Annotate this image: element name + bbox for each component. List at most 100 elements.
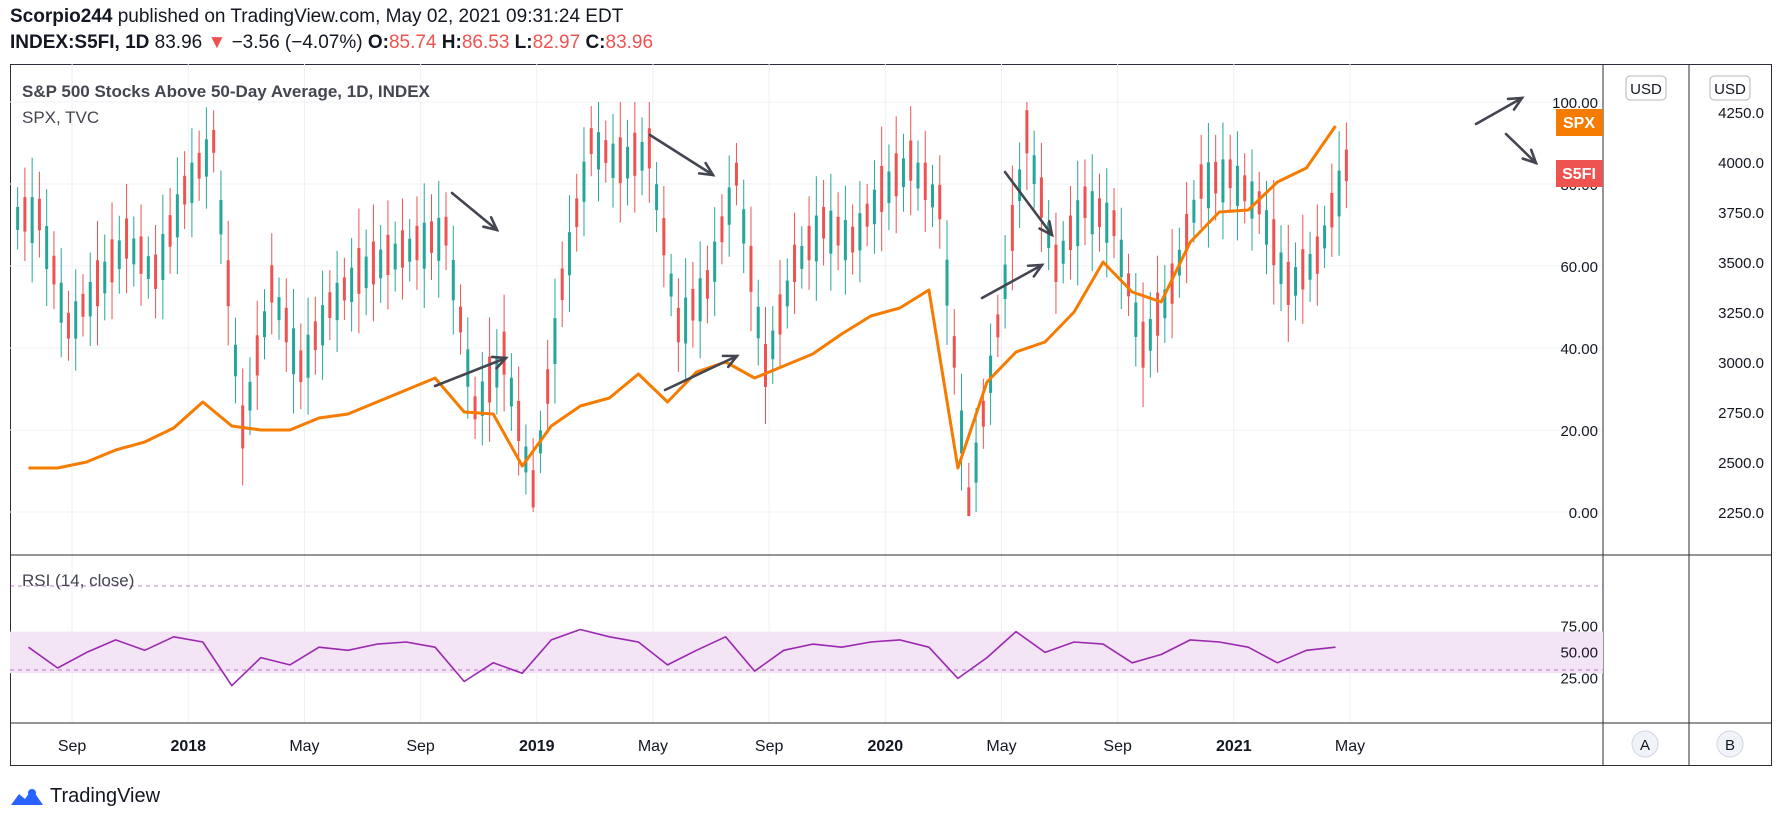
s5fi-candle (945, 259, 949, 306)
rsi-tick: 25.00 (1560, 670, 1598, 687)
s5fi-candle (66, 312, 70, 339)
s5fi-candle (1083, 186, 1087, 219)
s5fi-candle (756, 306, 760, 339)
s5fi-candle (1330, 193, 1334, 228)
drawing-arrow (663, 354, 739, 392)
s5fi-candle (509, 377, 513, 407)
s5fi-candle (45, 226, 49, 270)
s5fi-candle (546, 369, 550, 404)
rsi-scale: 75.00 50.00 25.00 (1560, 618, 1598, 687)
close-value: 83.96 (605, 32, 654, 53)
author-name[interactable]: Scorpio244 (10, 6, 113, 27)
s5fi-candle (742, 209, 746, 244)
s5fi-candle (502, 331, 506, 375)
s5fi-candle (292, 328, 296, 375)
s5fi-candle (793, 244, 797, 282)
s5fi-candle (938, 184, 942, 220)
s5fi-candle (1047, 222, 1051, 248)
s5fi-candle (335, 282, 339, 321)
s5fi-candle (400, 230, 404, 268)
s5fi-candle (132, 238, 136, 265)
s5fi-candle (829, 210, 833, 254)
s5fi-candle (1076, 200, 1080, 247)
spx-scale: 4250.0 4000.0 3750.0 3500.0 3250.0 3000.0 2750… (1718, 105, 1764, 522)
s5fi-candle (749, 245, 753, 292)
s5fi-candle (582, 161, 586, 202)
s5fi-candle (364, 256, 368, 289)
s5fi-candle (1156, 292, 1160, 336)
s5fi-candle (1214, 161, 1218, 194)
s5fi-candle (233, 344, 237, 377)
x-tick: Sep (1103, 738, 1132, 755)
s5fi-candle (843, 220, 847, 261)
x-tick: 2019 (519, 738, 555, 755)
s5fi-candle (466, 349, 470, 387)
s5fi-candle (1090, 191, 1094, 235)
scale-b-button[interactable]: B (1716, 730, 1744, 758)
s5fi-candle (1119, 239, 1123, 278)
tradingview-name: TradingView (50, 784, 161, 807)
s5fi-candle (1105, 202, 1109, 243)
s5fi-candle (299, 350, 303, 383)
s5fi-candle (662, 218, 666, 256)
high-value: 86.53 (461, 32, 510, 53)
s5fi-candle (952, 336, 956, 368)
s5fi-candle (183, 175, 187, 205)
scale-a-button[interactable]: A (1631, 730, 1659, 758)
overlay-legend: SPX, TVC (22, 108, 99, 127)
s5fi-candle (357, 247, 361, 294)
drawing-arrow (648, 133, 715, 177)
s5fi-candle (1068, 215, 1072, 251)
unit-b-box[interactable]: USD (1709, 75, 1751, 101)
s5fi-candle (887, 171, 891, 204)
s5fi-candle (1025, 110, 1029, 154)
s5fi-candle (1286, 261, 1290, 305)
drawing-arrowhead (490, 355, 509, 370)
s5fi-candle (88, 281, 92, 317)
s5fi-candle (117, 240, 121, 270)
s5fi-candle (698, 278, 702, 322)
spx-tick: 4000.0 (1718, 155, 1764, 172)
tradingview-brand[interactable]: TradingView (10, 781, 160, 811)
s5fi-candle (1257, 191, 1261, 215)
s5fi-candle (212, 129, 216, 153)
drawing-arrowhead (1026, 263, 1045, 278)
s5fi-candle (974, 442, 978, 483)
s5fi-candle (226, 260, 230, 307)
spx-tick: 3250.0 (1718, 305, 1764, 322)
s5fi-candle (430, 221, 433, 253)
s5fi-candle (1301, 249, 1305, 290)
s5fi-candle (604, 140, 608, 164)
scale-a-button-label: A (1640, 737, 1650, 754)
s5fi-candle (393, 243, 397, 270)
s5fi-tick: 60.00 (1560, 259, 1598, 276)
s5fi-candle (989, 355, 993, 393)
s5fi-candle (23, 197, 27, 232)
s5fi-candle (1032, 155, 1036, 184)
s5fi-candle (916, 162, 920, 189)
s5fi-candle (1134, 302, 1138, 337)
x-tick: May (986, 738, 1016, 755)
spx-tag-label: SPX (1563, 115, 1595, 132)
spx-tick: 2500.0 (1718, 455, 1764, 472)
s5fi-candle (473, 396, 477, 420)
x-tick: 2020 (868, 738, 904, 755)
last-price: 83.96 (154, 32, 203, 53)
s5fi-candle (517, 400, 521, 442)
s5fi-candle (771, 330, 775, 360)
symbol-label: INDEX:S5FI, 1D (10, 32, 150, 53)
drawing-arrowhead (1521, 148, 1539, 166)
s5fi-candle (328, 292, 332, 319)
s5fi-candle (800, 245, 804, 269)
unit-a-label: USD (1630, 81, 1662, 98)
s5fi-candle (1054, 244, 1058, 282)
unit-a-box[interactable]: USD (1625, 75, 1667, 101)
s5fi-candle (321, 305, 325, 346)
s5fi-price-tag: S5FI (1556, 160, 1603, 187)
s5fi-candle (1337, 170, 1341, 217)
s5fi-candle (597, 132, 600, 170)
x-tick: 2021 (1216, 738, 1252, 755)
s5fi-candle (480, 381, 484, 416)
spx-tick: 4250.0 (1718, 105, 1764, 122)
